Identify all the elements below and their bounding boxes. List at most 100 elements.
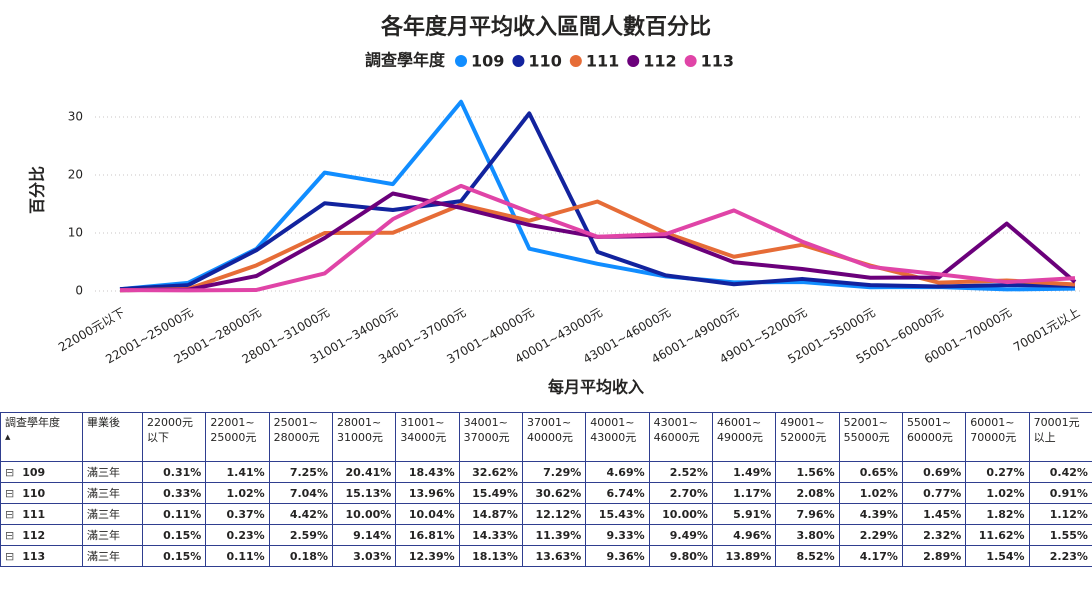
table-cell: 4.39% — [838, 503, 903, 525]
cell-text: 4.39% — [859, 507, 898, 521]
table-cell: 13.63% — [521, 545, 587, 567]
table-cell: 1.82% — [965, 503, 1030, 525]
table-cell: 20.41% — [331, 461, 397, 483]
y-tick-label: 0 — [75, 284, 83, 298]
expand-icon[interactable]: ⊟ — [5, 549, 15, 563]
expand-icon[interactable]: ⊟ — [5, 465, 15, 479]
table-cell: 1.41% — [205, 461, 270, 483]
header-cell: 40001~ 43000元 — [585, 412, 650, 462]
table-cell: 2.29% — [838, 524, 903, 546]
cell-text: 滿三年 — [87, 466, 120, 479]
cell-text: 0.18% — [289, 549, 328, 563]
cell-text: 11.39% — [535, 528, 582, 542]
data-table: 調查學年度 ▲ 畢業後 22000元 以下 22001~ 25000元 25001~ 28… — [0, 412, 1092, 567]
table-cell: 15.49% — [458, 482, 523, 504]
legend-marker — [627, 55, 640, 67]
header-cell: 28001~ 31000元 — [331, 412, 397, 462]
cell-text: 0.69% — [923, 465, 962, 479]
cell-text: 12.39% — [408, 549, 455, 563]
header-text: 49001~ 52000元 — [780, 416, 827, 444]
header-cell: 調查學年度 ▲ — [0, 412, 83, 462]
expand-icon[interactable]: ⊟ — [5, 486, 15, 500]
table-cell: 9.14% — [331, 524, 397, 546]
table-cell: 2.32% — [901, 524, 967, 546]
table-cell: 9.80% — [648, 545, 713, 567]
cell-text: 11.62% — [978, 528, 1025, 542]
table-cell: 7.04% — [268, 482, 333, 504]
cell-text: 2.32% — [923, 528, 962, 542]
table-row: ⊟ 112 滿三年 0.15% 0.23% 2.59% 9.14% 16.81% 14.33% 1… — [0, 524, 1092, 546]
table-cell: 滿三年 — [82, 482, 143, 504]
table-cell: 4.42% — [268, 503, 333, 525]
table-cell: 0.11% — [141, 503, 207, 525]
cell-text: 0.77% — [923, 486, 962, 500]
cell-text: 109 — [22, 465, 46, 479]
cell-text: 2.59% — [289, 528, 328, 542]
series-line — [119, 111, 1076, 292]
cell-text: 4.69% — [606, 465, 645, 479]
table-cell: 4.69% — [585, 461, 650, 483]
cell-text: 1.55% — [1049, 528, 1088, 542]
cell-text: 0.15% — [163, 549, 202, 563]
header-text: 52001~ 55000元 — [843, 416, 890, 444]
table-cell: 4.96% — [711, 524, 777, 546]
table-cell: 0.27% — [965, 461, 1030, 483]
cell-text: 32.62% — [472, 465, 518, 479]
cell-text: 13.89% — [725, 549, 772, 563]
cell-text: 0.11% — [226, 549, 265, 563]
table-cell: 18.43% — [395, 461, 460, 483]
cell-text: 12.12% — [535, 507, 582, 521]
cell-text: 30.62% — [535, 486, 582, 500]
header-cell: 34001~ 37000元 — [458, 412, 523, 462]
table-cell: 0.18% — [268, 545, 333, 567]
header-text: 37001~ 40000元 — [526, 416, 573, 444]
cell-text: 110 — [22, 486, 46, 500]
table-cell: 0.15% — [141, 545, 207, 567]
table-cell: 0.15% — [141, 524, 207, 546]
header-cell: 37001~ 40000元 — [521, 412, 587, 462]
cell-text: 0.65% — [859, 465, 898, 479]
table-cell: 1.02% — [965, 482, 1030, 504]
header-text: 55001~ 60000元 — [906, 416, 953, 444]
y-axis-title: 百分比 — [28, 166, 47, 214]
cell-text: 1.49% — [733, 465, 772, 479]
header-cell: 70001元 以上 — [1028, 412, 1092, 462]
cell-text: 1.02% — [226, 486, 265, 500]
header-cell: 43001~ 46000元 — [648, 412, 713, 462]
legend-label: 111 — [586, 52, 619, 71]
table-cell: 1.56% — [775, 461, 840, 483]
cell-text: 15.43% — [598, 507, 645, 521]
cell-text: 0.33% — [163, 486, 202, 500]
cell-text: 16.81% — [408, 528, 455, 542]
header-text: 70001元 以上 — [1033, 416, 1080, 444]
table-cell: 14.33% — [458, 524, 523, 546]
header-text: 46001~ 49000元 — [716, 416, 763, 444]
table-cell: 6.74% — [585, 482, 650, 504]
table-cell: 13.89% — [711, 545, 777, 567]
table-cell: ⊟ 111 — [0, 503, 83, 525]
x-axis-title: 每月平均收入 — [548, 378, 644, 397]
cell-text: 113 — [22, 549, 46, 563]
header-text: 28001~ 31000元 — [336, 416, 383, 444]
table-cell: 8.52% — [775, 545, 840, 567]
header-cell: 60001~ 70000元 — [965, 412, 1030, 462]
legend-marker — [455, 55, 468, 67]
table-cell: 16.81% — [395, 524, 460, 546]
cell-text: 1.17% — [733, 486, 772, 500]
cell-text: 1.45% — [923, 507, 962, 521]
expand-icon[interactable]: ⊟ — [5, 507, 15, 521]
cell-text: 3.80% — [796, 528, 835, 542]
table-cell: 4.17% — [838, 545, 903, 567]
table-cell: 0.31% — [141, 461, 207, 483]
x-tick-label: 70001元以上 — [1011, 305, 1082, 354]
table-cell: 滿三年 — [82, 545, 143, 567]
table-cell: ⊟ 110 — [0, 482, 83, 504]
table-cell: 7.25% — [268, 461, 333, 483]
table-cell: 11.62% — [965, 524, 1030, 546]
table-cell: 0.77% — [901, 482, 967, 504]
cell-text: 1.54% — [986, 549, 1025, 563]
expand-icon[interactable]: ⊟ — [5, 528, 15, 542]
cell-text: 15.13% — [345, 486, 392, 500]
table-cell: ⊟ 112 — [0, 524, 83, 546]
header-cell: 22001~ 25000元 — [205, 412, 270, 462]
